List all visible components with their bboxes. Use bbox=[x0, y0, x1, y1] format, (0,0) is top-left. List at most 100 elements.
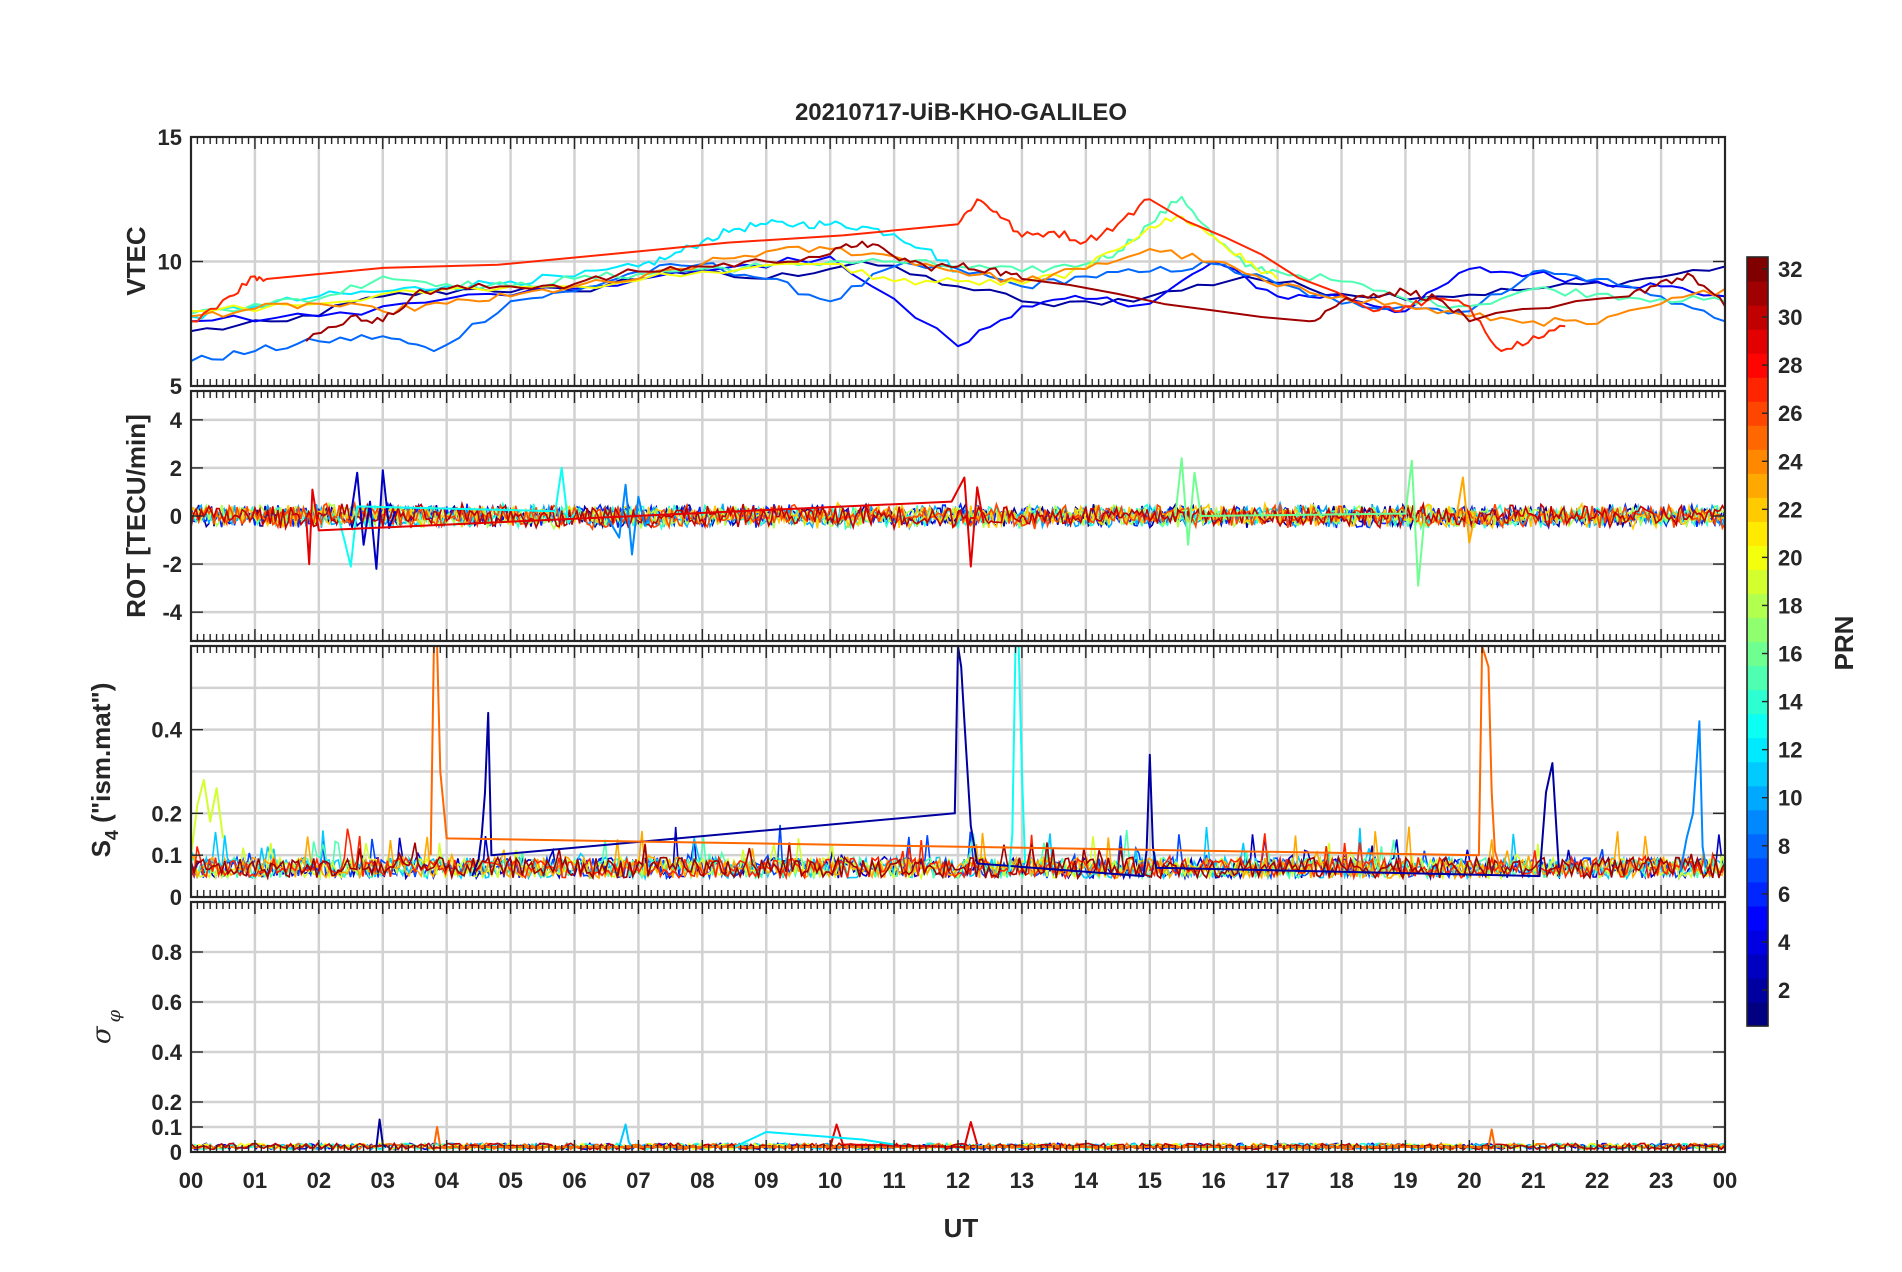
colorbar-swatch bbox=[1747, 761, 1768, 787]
grid bbox=[191, 646, 1725, 897]
x-tick-label: 17 bbox=[1265, 1168, 1289, 1193]
x-tick-label: 09 bbox=[754, 1168, 778, 1193]
series-line-prn-8 bbox=[191, 260, 1725, 362]
y-tick-label: 0 bbox=[170, 1140, 182, 1165]
colorbar-swatch bbox=[1747, 305, 1768, 330]
colorbar-swatch bbox=[1747, 473, 1768, 498]
colorbar-swatch bbox=[1747, 569, 1768, 595]
y-tick-label: 5 bbox=[170, 374, 182, 399]
x-tick-label: 12 bbox=[946, 1168, 970, 1193]
colorbar-tick-label: 18 bbox=[1778, 593, 1802, 618]
x-tick-label: 15 bbox=[1138, 1168, 1162, 1193]
series-line-prn-2 bbox=[191, 260, 1725, 333]
x-axis-label: UT bbox=[944, 1213, 979, 1243]
noise-trace bbox=[191, 500, 1725, 532]
y-tick-label: 0.4 bbox=[151, 1040, 182, 1065]
y-tick-label: 0.2 bbox=[151, 1090, 182, 1115]
colorbar-swatch bbox=[1747, 953, 1768, 979]
x-tick-label: 11 bbox=[882, 1168, 905, 1193]
colorbar-swatch bbox=[1747, 665, 1768, 691]
x-tick-label: 22 bbox=[1585, 1168, 1609, 1193]
colorbar-swatch bbox=[1747, 257, 1768, 282]
colorbar-swatch bbox=[1747, 449, 1768, 474]
series-line-prn-29 bbox=[829, 1121, 979, 1148]
x-tick-label: 06 bbox=[562, 1168, 586, 1193]
x-tick-label: 10 bbox=[818, 1168, 842, 1193]
colorbar-swatch bbox=[1747, 881, 1768, 907]
y-tick-label: 0.6 bbox=[151, 990, 182, 1015]
colorbar-swatch bbox=[1747, 425, 1768, 450]
y-tick-label: 0.4 bbox=[151, 718, 182, 743]
y-tick-label: 0.2 bbox=[151, 801, 182, 826]
colorbar-tick-label: 28 bbox=[1778, 353, 1802, 378]
y-tick-label: 2 bbox=[170, 456, 182, 481]
y-tick-label: 0.1 bbox=[151, 1115, 182, 1140]
colorbar-tick-label: 12 bbox=[1778, 738, 1802, 763]
colorbar-tick-label: 20 bbox=[1778, 545, 1802, 570]
colorbar-tick-label: 26 bbox=[1778, 401, 1802, 426]
series-line-prn-31 bbox=[305, 240, 1725, 342]
colorbar-swatch bbox=[1747, 857, 1768, 883]
series-line-prn-11 bbox=[618, 1123, 633, 1148]
series-line-prn-2 bbox=[375, 1118, 387, 1148]
x-tick-label: 16 bbox=[1201, 1168, 1225, 1193]
colorbar-tick-label: 8 bbox=[1778, 834, 1790, 859]
x-tick-label: 00 bbox=[1713, 1168, 1737, 1193]
panel-s4: 0 0.1 0.2 0.4 S4 ("ism.mat") bbox=[86, 644, 1727, 910]
y-axis-label-rot: ROT [TECU/min] bbox=[121, 414, 151, 618]
colorbar-swatch bbox=[1747, 641, 1768, 667]
series-line-prn-16 bbox=[1174, 457, 1426, 587]
colorbar-swatch bbox=[1747, 593, 1768, 619]
axis-ticks bbox=[190, 136, 1726, 387]
x-tick-label: 08 bbox=[690, 1168, 714, 1193]
panel-sigma_phi: 00.10.2 0.4 0.6 0.8 σφ bbox=[87, 900, 1727, 1165]
colorbar-swatch bbox=[1747, 689, 1768, 715]
x-tick-label: 03 bbox=[371, 1168, 395, 1193]
y-axis-label-sigma_phi: σφ bbox=[87, 1009, 125, 1044]
y-axis-label-s4: S4 ("ism.mat") bbox=[86, 683, 122, 858]
colorbar-swatch bbox=[1747, 809, 1768, 835]
series-line-prn-5 bbox=[191, 255, 1725, 348]
colorbar-label: PRN bbox=[1829, 616, 1859, 671]
series-line-prn-29 bbox=[305, 476, 985, 568]
colorbar-swatch bbox=[1747, 1001, 1768, 1027]
series-line-prn-9 bbox=[605, 483, 653, 556]
y-tick-label: 0.8 bbox=[151, 940, 182, 965]
x-tick-label: 00 bbox=[179, 1168, 203, 1193]
colorbar-swatch bbox=[1747, 833, 1768, 859]
series-line-prn-3 bbox=[349, 469, 397, 570]
x-tick-label: 05 bbox=[498, 1168, 522, 1193]
series-line-prn-12 bbox=[733, 1131, 895, 1148]
series-line-prn-12 bbox=[191, 219, 959, 320]
series-line-prn-27 bbox=[191, 198, 1566, 353]
x-tick-label: 18 bbox=[1329, 1168, 1353, 1193]
colorbar-tick-label: 16 bbox=[1778, 642, 1802, 667]
series-line-prn-9 bbox=[1679, 720, 1707, 873]
x-tick-label: 13 bbox=[1010, 1168, 1034, 1193]
colorbar-tick-label: 14 bbox=[1778, 690, 1803, 715]
colorbar-swatch bbox=[1747, 905, 1768, 931]
colorbar-tick-label: 32 bbox=[1778, 257, 1802, 282]
colorbar-swatch bbox=[1747, 785, 1768, 811]
colorbar-tick-label: 22 bbox=[1778, 497, 1802, 522]
y-tick-label: -4 bbox=[162, 600, 182, 625]
colorbar-swatch bbox=[1747, 401, 1768, 426]
axis-ticks bbox=[190, 391, 1726, 641]
x-tick-label: 02 bbox=[307, 1168, 331, 1193]
axes-frame bbox=[189, 135, 1727, 388]
figure-title: 20210717-UiB-KHO-GALILEO bbox=[795, 99, 1127, 126]
series-line-prn-20 bbox=[191, 215, 1279, 313]
y-tick-label: 0.1 bbox=[151, 843, 182, 868]
colorbar-tick-label: 2 bbox=[1778, 978, 1790, 1003]
x-tick-label: 21 bbox=[1521, 1168, 1545, 1193]
panel-vtec: 5 10 15 VTEC bbox=[121, 125, 1727, 399]
colorbar-swatch bbox=[1747, 377, 1768, 402]
colorbar-frame bbox=[1746, 256, 1769, 1027]
series-group bbox=[191, 457, 1725, 587]
series-line-prn-25 bbox=[429, 646, 1503, 873]
axes-frame bbox=[189, 644, 1727, 899]
noise-trace bbox=[191, 500, 1725, 532]
colorbar-swatch bbox=[1747, 737, 1768, 763]
